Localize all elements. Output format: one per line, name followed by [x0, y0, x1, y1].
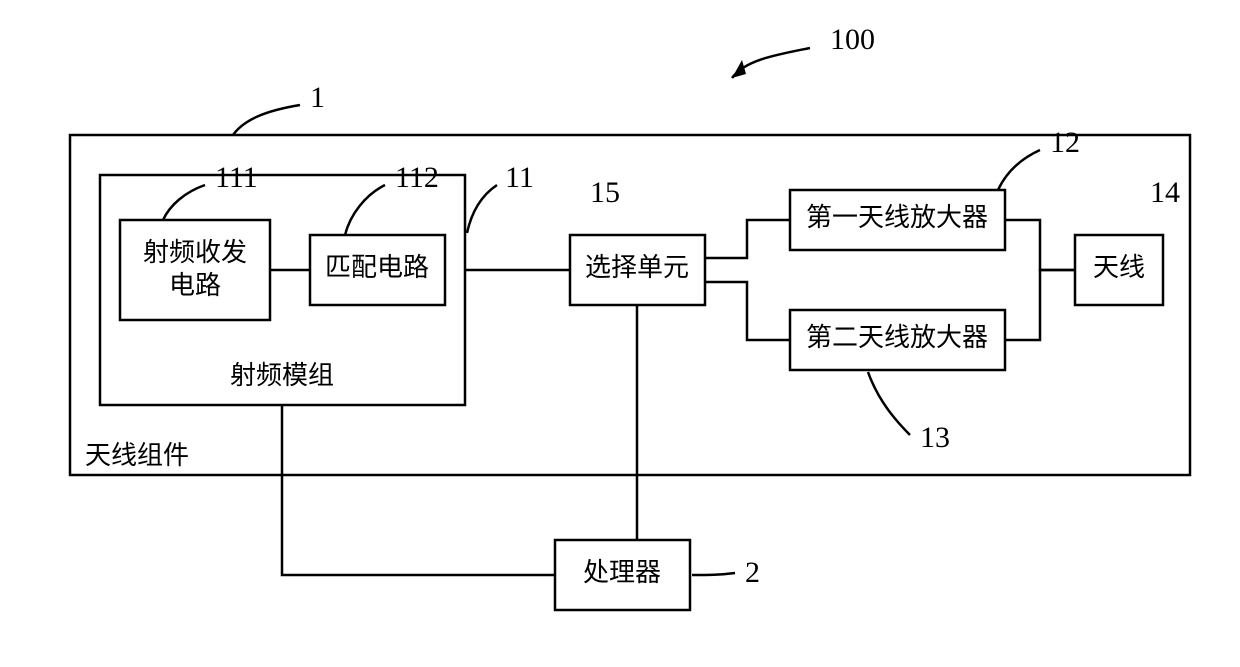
ref-1: 1 [310, 81, 325, 114]
match-label: 匹配电路 [325, 253, 429, 282]
amp2-label: 第二天线放大器 [806, 323, 988, 352]
ref-13: 13 [920, 421, 950, 454]
ref-112: 112 [395, 161, 439, 194]
leader-111 [163, 185, 205, 220]
processor-label: 处理器 [583, 558, 661, 587]
ref-111: 111 [215, 161, 258, 194]
leader-13 [868, 372, 910, 435]
rf-txrx-label-line1: 射频收发 [143, 238, 247, 267]
conn-amp1-antenna [1005, 220, 1075, 270]
arrowhead-100 [732, 60, 746, 78]
ref-15: 15 [590, 176, 620, 209]
antenna-label: 天线 [1093, 253, 1145, 282]
conn-select-amp1 [705, 220, 790, 258]
leader-12 [998, 150, 1040, 190]
select-label: 选择单元 [585, 253, 689, 282]
conn-amp2-antenna [1005, 270, 1075, 340]
rf-txrx-label-line2: 电路 [169, 271, 221, 300]
ref-2: 2 [745, 556, 760, 589]
leader-112 [345, 185, 385, 235]
leader-11 [467, 185, 497, 233]
conn-rfmodule-processor [282, 405, 555, 575]
leader-2 [692, 573, 735, 575]
amp1-label: 第一天线放大器 [806, 203, 988, 232]
ref-11: 11 [505, 161, 534, 194]
rf-module-label: 射频模组 [230, 361, 334, 390]
conn-select-amp2 [705, 282, 790, 340]
ref-12: 12 [1050, 126, 1080, 159]
outer-box-label: 天线组件 [85, 441, 189, 470]
ref-100: 100 [830, 23, 875, 56]
ref-14: 14 [1150, 176, 1180, 209]
leader-1 [233, 105, 300, 135]
